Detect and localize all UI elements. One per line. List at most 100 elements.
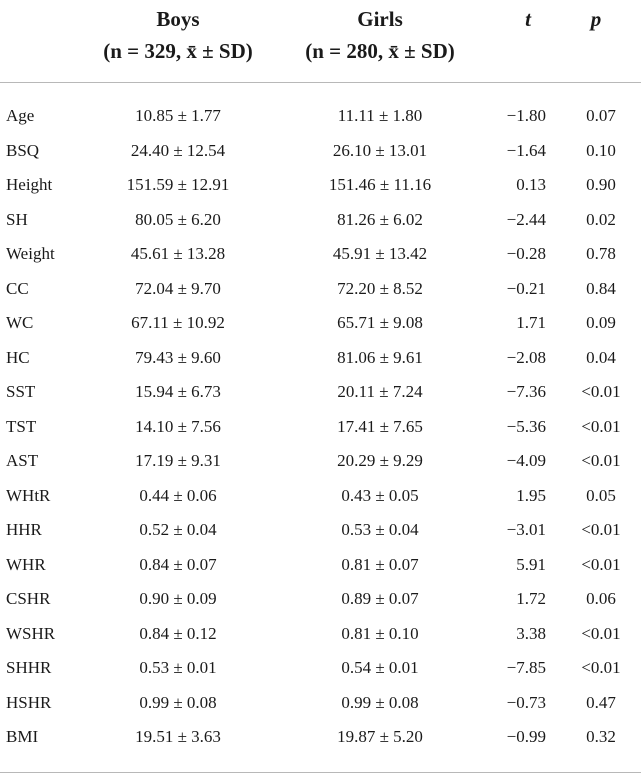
variable-cell: Height	[6, 175, 53, 194]
header-p: p	[590, 7, 602, 31]
p-cell: 0.78	[586, 244, 616, 263]
girls-cell: 11.11 ± 1.80	[337, 106, 423, 125]
p-cell: <0.01	[581, 623, 621, 643]
variable-cell: SST	[6, 382, 36, 401]
girls-cell: 81.26 ± 6.02	[337, 209, 423, 229]
table-row: Height 151.59 ± 12.91 151.46 ± 11.16 0.13 0.…	[0, 168, 641, 203]
girls-cell: 19.87 ± 5.20	[337, 727, 423, 746]
variable-cell: Weight	[6, 244, 55, 263]
p-cell: <0.01	[581, 382, 621, 401]
table-row: Age 10.85 ± 1.77 11.11 ± 1.80 −1.80 0.07	[0, 99, 641, 134]
table-row: BMI 19.51 ± 3.63 19.87 ± 5.20 −0.99 0.32	[0, 720, 641, 755]
t-cell: −1.80	[506, 106, 546, 125]
header-boys-title: Boys	[156, 7, 200, 31]
boys-cell: 0.52 ± 0.04	[139, 520, 217, 539]
p-cell: 0.07	[586, 106, 616, 125]
girls-cell: 0.43 ± 0.05	[341, 485, 419, 505]
table-row: TST 14.10 ± 7.56 17.41 ± 7.65 −5.36 <0.01	[0, 410, 641, 445]
p-cell: <0.01	[581, 520, 621, 539]
p-cell: 0.02	[586, 209, 616, 229]
boys-cell: 0.44 ± 0.06	[139, 485, 217, 505]
girls-cell: 45.91 ± 13.42	[332, 244, 428, 263]
table-row: WHR 0.84 ± 0.07 0.81 ± 0.07 5.91 <0.01	[0, 548, 641, 583]
boys-cell: 80.05 ± 6.20	[135, 209, 221, 229]
header-girls-subtitle: (n = 280, x̄ ± SD)	[305, 39, 455, 63]
t-cell: −0.28	[506, 244, 546, 263]
variable-cell: TST	[6, 416, 37, 436]
table-row: WSHR 0.84 ± 0.12 0.81 ± 0.10 3.38 <0.01	[0, 617, 641, 652]
variable-cell: HC	[6, 347, 30, 367]
table-row: Weight 45.61 ± 13.28 45.91 ± 13.42 −0.28 0.7…	[0, 237, 641, 272]
t-cell: 1.71	[516, 313, 546, 332]
t-cell: 5.91	[516, 554, 546, 574]
girls-cell: 20.11 ± 7.24	[337, 382, 423, 401]
table-row: CC 72.04 ± 9.70 72.20 ± 8.52 −0.21 0.84	[0, 272, 641, 307]
t-cell: 1.95	[516, 485, 546, 505]
variable-cell: CSHR	[6, 589, 51, 608]
top-rule	[0, 82, 641, 83]
t-cell: −3.01	[506, 520, 546, 539]
p-cell: 0.84	[586, 278, 616, 298]
boys-cell: 15.94 ± 6.73	[135, 382, 221, 401]
variable-cell: WC	[6, 313, 34, 332]
variable-cell: SH	[6, 209, 28, 229]
table-row: SH 80.05 ± 6.20 81.26 ± 6.02 −2.44 0.02	[0, 203, 641, 238]
boys-cell: 14.10 ± 7.56	[135, 416, 221, 436]
boys-cell: 19.51 ± 3.63	[135, 727, 221, 746]
boys-cell: 45.61 ± 13.28	[130, 244, 226, 263]
header-boys: Boys (n = 329, x̄ ± SD)	[64, 3, 292, 73]
t-cell: 3.38	[516, 623, 546, 643]
girls-cell: 26.10 ± 13.01	[332, 140, 428, 160]
p-cell: 0.09	[586, 313, 616, 332]
girls-cell: 0.81 ± 0.07	[341, 554, 419, 574]
p-cell: 0.05	[586, 485, 616, 505]
boys-cell: 151.59 ± 12.91	[126, 175, 230, 194]
table-row: AST 17.19 ± 9.31 20.29 ± 9.29 −4.09 <0.01	[0, 444, 641, 479]
p-cell: <0.01	[581, 658, 621, 677]
table-row: HSHR 0.99 ± 0.08 0.99 ± 0.08 −0.73 0.47	[0, 686, 641, 721]
p-cell: 0.90	[586, 175, 616, 194]
t-cell: −2.08	[506, 347, 546, 367]
table-row: SHHR 0.53 ± 0.01 0.54 ± 0.01 −7.85 <0.01	[0, 651, 641, 686]
t-cell: −0.73	[506, 692, 546, 712]
t-cell: 0.13	[516, 175, 546, 194]
boys-cell: 0.84 ± 0.07	[139, 554, 217, 574]
variable-cell: Age	[6, 106, 35, 125]
t-cell: −1.64	[506, 140, 546, 160]
variable-cell: HSHR	[6, 692, 52, 712]
p-cell: 0.32	[586, 727, 616, 746]
variable-cell: CC	[6, 278, 29, 298]
t-cell: −2.44	[506, 209, 546, 229]
variable-cell: AST	[6, 451, 39, 470]
t-cell: −4.09	[506, 451, 546, 470]
t-cell: 1.72	[516, 589, 546, 608]
table-row: WHtR 0.44 ± 0.06 0.43 ± 0.05 1.95 0.05	[0, 479, 641, 514]
p-cell: 0.10	[586, 140, 616, 160]
t-cell: −7.36	[506, 382, 546, 401]
table-row: BSQ 24.40 ± 12.54 26.10 ± 13.01 −1.64 0.10	[0, 134, 641, 169]
boys-cell: 0.90 ± 0.09	[139, 589, 217, 608]
t-cell: −0.99	[506, 727, 546, 746]
header-girls-title: Girls	[357, 7, 403, 31]
girls-cell: 0.89 ± 0.07	[341, 589, 419, 608]
variable-cell: SHHR	[6, 658, 52, 677]
variable-cell: WSHR	[6, 623, 56, 643]
girls-cell: 20.29 ± 9.29	[337, 451, 423, 470]
boys-cell: 17.19 ± 9.31	[135, 451, 221, 470]
table-body: Age 10.85 ± 1.77 11.11 ± 1.80 −1.80 0.07 BSQ 2…	[0, 99, 641, 755]
header-t: t	[525, 7, 531, 31]
girls-cell: 0.54 ± 0.01	[341, 658, 419, 677]
boys-cell: 0.99 ± 0.08	[139, 692, 217, 712]
girls-cell: 0.99 ± 0.08	[341, 692, 419, 712]
table-row: HC 79.43 ± 9.60 81.06 ± 9.61 −2.08 0.04	[0, 341, 641, 376]
girls-cell: 72.20 ± 8.52	[337, 278, 423, 298]
p-cell: 0.06	[586, 589, 616, 608]
variable-cell: WHR	[6, 554, 46, 574]
header-girls: Girls (n = 280, x̄ ± SD)	[270, 3, 490, 73]
variable-cell: HHR	[6, 520, 42, 539]
header-boys-subtitle: (n = 329, x̄ ± SD)	[103, 39, 253, 63]
girls-cell: 65.71 ± 9.08	[337, 313, 423, 332]
p-cell: <0.01	[581, 451, 621, 470]
girls-cell: 151.46 ± 11.16	[328, 175, 432, 194]
